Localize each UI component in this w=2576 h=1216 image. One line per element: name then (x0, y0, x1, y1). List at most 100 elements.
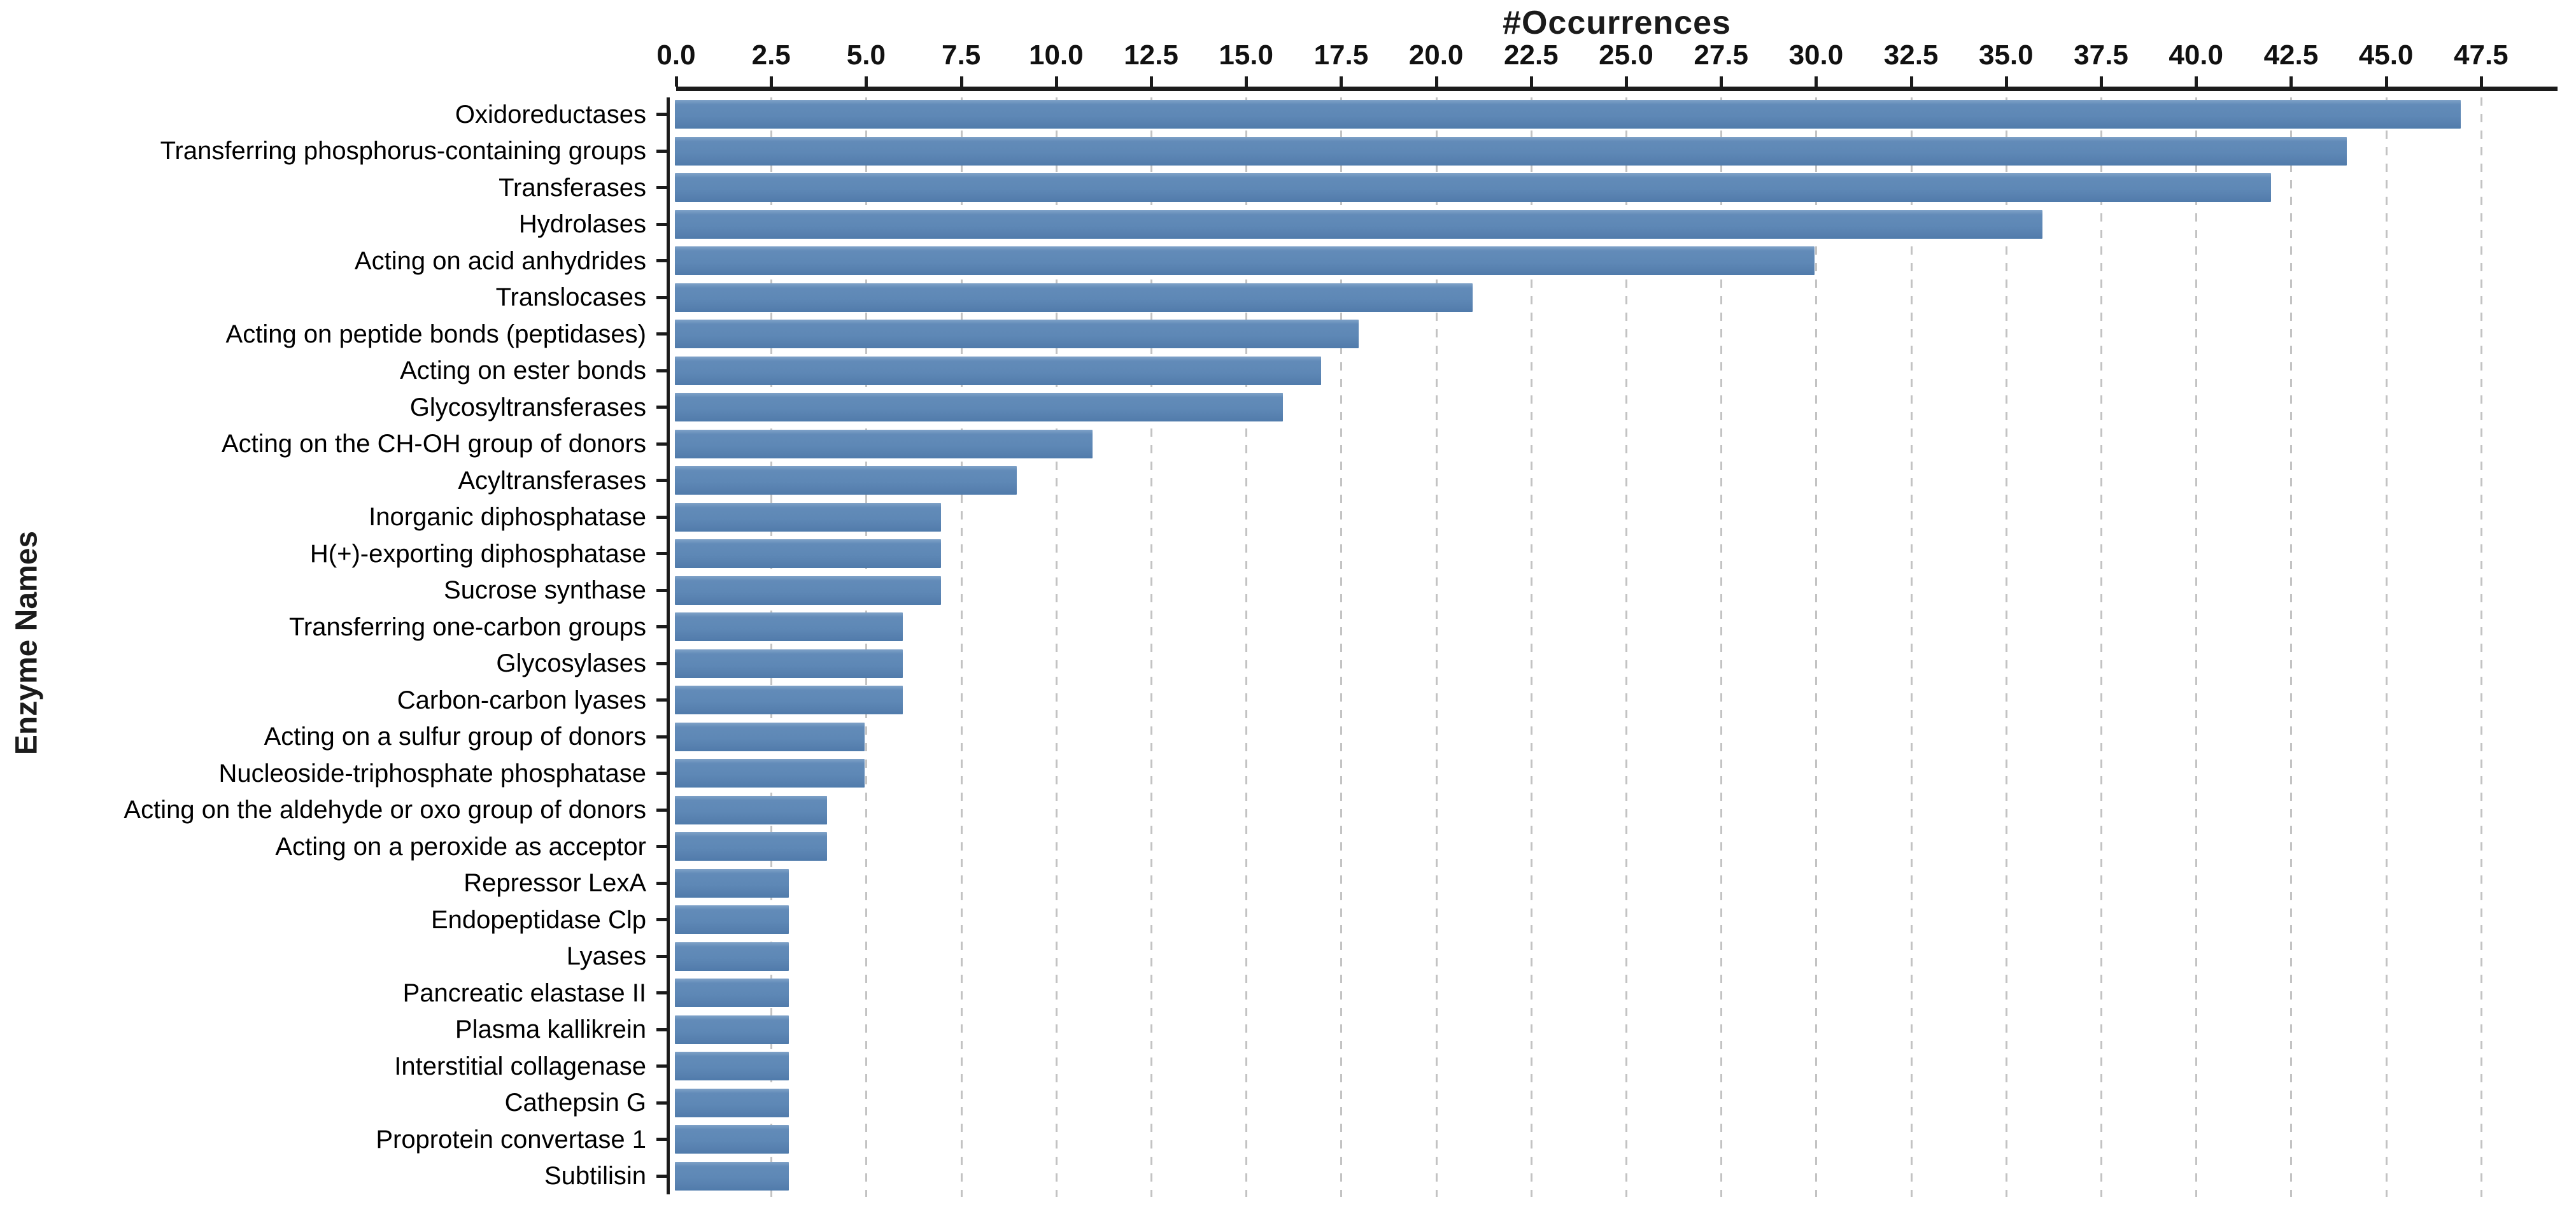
gridline (1530, 97, 1532, 1197)
bar (675, 1088, 789, 1117)
y-tick (656, 1174, 667, 1178)
bar (675, 759, 865, 788)
category-label: Transferring one-carbon groups (288, 612, 646, 641)
x-tick-label: 0.0 (656, 39, 696, 71)
x-tick (1720, 76, 1723, 87)
category-label: Translocases (495, 283, 646, 311)
x-tick (2479, 76, 2483, 87)
y-tick (656, 552, 667, 555)
bar (675, 576, 941, 605)
category-label: Acting on peptide bonds (peptidases) (225, 320, 646, 348)
y-tick (656, 149, 667, 153)
bar (675, 722, 865, 751)
x-tick (1054, 76, 1058, 87)
gridline (2385, 97, 2388, 1197)
bar (675, 100, 2461, 129)
category-label: Nucleoside-triphosphate phosphatase (218, 759, 646, 788)
y-tick (656, 1064, 667, 1068)
gridline (770, 97, 773, 1197)
category-label: Proprotein convertase 1 (376, 1125, 646, 1154)
x-tick (1340, 76, 1343, 87)
x-tick (1625, 76, 1628, 87)
x-tick-label: 12.5 (1124, 39, 1178, 71)
category-label: Glycosyltransferases (409, 393, 646, 421)
bar (675, 356, 1321, 385)
x-tick-label: 2.5 (751, 39, 791, 71)
bar (675, 209, 2043, 239)
bar (675, 539, 941, 568)
bar (675, 466, 1017, 495)
x-tick-label: 45.0 (2358, 39, 2414, 71)
gridline (1055, 97, 1058, 1197)
gridline (1245, 97, 1248, 1197)
y-tick (656, 772, 667, 775)
bar (675, 1015, 789, 1044)
y-axis-line (667, 97, 670, 1194)
gridline (1435, 97, 1438, 1197)
y-tick (656, 113, 667, 116)
y-tick (656, 625, 667, 628)
bar (675, 173, 2271, 202)
bar (675, 246, 1815, 275)
y-tick (656, 1138, 667, 1141)
category-label: Oxidoreductases (455, 100, 646, 129)
x-tick-label: 40.0 (2169, 39, 2223, 71)
x-tick-label: 35.0 (1978, 39, 2034, 71)
x-tick-label: 32.5 (1883, 39, 1939, 71)
gridline (960, 97, 963, 1197)
category-label: Acting on acid anhydrides (354, 246, 646, 275)
y-tick (656, 881, 667, 885)
gridline (2290, 97, 2293, 1197)
x-tick (2384, 76, 2388, 87)
bar (675, 429, 1093, 458)
x-tick (1245, 76, 1249, 87)
y-tick (656, 698, 667, 702)
gridline (1625, 97, 1627, 1197)
bar (675, 686, 903, 714)
x-tick (1150, 76, 1153, 87)
category-label: Cathepsin G (504, 1089, 646, 1117)
x-tick-label: 10.0 (1028, 39, 1084, 71)
category-label: Hydrolases (518, 210, 646, 238)
x-tick (2195, 76, 2198, 87)
category-label: Acting on the aldehyde or oxo group of d… (124, 796, 646, 824)
x-tick-label: 22.5 (1503, 39, 1559, 71)
y-tick (656, 186, 667, 189)
y-tick (656, 661, 667, 665)
gridline (2005, 97, 2007, 1197)
y-tick (656, 954, 667, 958)
x-tick (1815, 76, 1818, 87)
category-label: Carbon-carbon lyases (397, 686, 646, 714)
x-tick-label: 17.5 (1313, 39, 1369, 71)
y-tick (656, 991, 667, 994)
bar (675, 832, 827, 861)
bar (675, 905, 789, 934)
gridline (1910, 97, 1913, 1197)
category-label: Repressor LexA (464, 869, 646, 897)
y-tick (656, 479, 667, 482)
bar (675, 612, 903, 641)
category-label: Acting on the CH-OH group of donors (221, 430, 646, 458)
category-label: Transferases (499, 173, 646, 202)
category-label: Acting on a sulfur group of donors (264, 723, 646, 751)
bar (675, 502, 941, 532)
category-label: Pancreatic elastase II (402, 979, 646, 1007)
bar (675, 393, 1283, 421)
x-tick-label: 37.5 (2074, 39, 2128, 71)
category-label: Transferring phosphorus-containing group… (160, 137, 646, 165)
category-label: Acyltransferases (458, 466, 646, 495)
x-tick-label: 42.5 (2263, 39, 2319, 71)
bar (675, 942, 789, 971)
bar (675, 136, 2347, 166)
gridline (865, 97, 868, 1197)
category-label: Sucrose synthase (444, 576, 646, 604)
category-label: Interstitial collagenase (394, 1052, 646, 1080)
x-tick-label: 20.0 (1408, 39, 1464, 71)
y-tick (656, 808, 667, 812)
category-label: H(+)-exporting diphosphatase (309, 539, 646, 568)
category-label: Acting on ester bonds (400, 357, 646, 385)
x-tick (1529, 76, 1533, 87)
gridline (2480, 97, 2482, 1197)
x-tick (675, 76, 678, 87)
